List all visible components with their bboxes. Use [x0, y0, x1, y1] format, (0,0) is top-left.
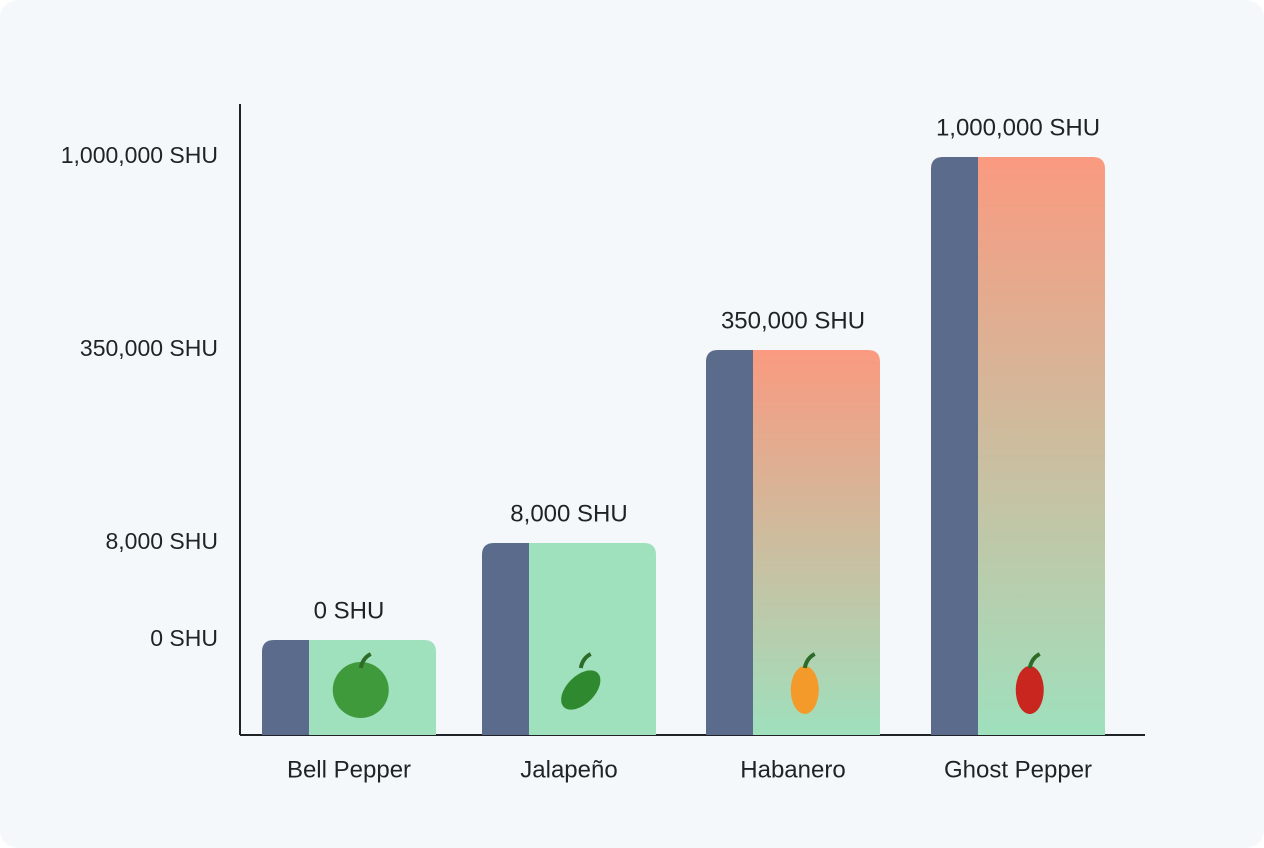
- bar-accent: [482, 543, 529, 735]
- x-tick-label: Ghost Pepper: [944, 756, 1092, 783]
- y-tick-label: 350,000 SHU: [80, 335, 218, 361]
- pepper-icon: [332, 662, 389, 718]
- pepper-stem: [578, 652, 592, 669]
- pepper-icon: [790, 666, 819, 714]
- value-label: 8,000 SHU: [510, 500, 627, 527]
- bar-accent: [931, 157, 978, 735]
- pepper-stem: [802, 652, 816, 669]
- pepper-stem: [1027, 652, 1041, 669]
- pepper-icon: [561, 670, 601, 710]
- bar-accent: [706, 350, 753, 735]
- y-tick-label: 1,000,000 SHU: [61, 142, 218, 168]
- value-label: 0 SHU: [314, 597, 385, 624]
- bar-accent: [262, 640, 309, 735]
- x-tick-label: Jalapeño: [520, 756, 617, 783]
- y-tick-label: 0 SHU: [150, 625, 218, 651]
- value-label: 350,000 SHU: [721, 307, 865, 334]
- x-tick-label: Habanero: [740, 756, 845, 783]
- x-tick-label: Bell Pepper: [287, 756, 411, 783]
- value-label: 1,000,000 SHU: [936, 114, 1100, 141]
- pepper-icon: [1015, 666, 1044, 714]
- y-tick-label: 8,000 SHU: [105, 528, 218, 554]
- pepper-stem: [358, 652, 372, 669]
